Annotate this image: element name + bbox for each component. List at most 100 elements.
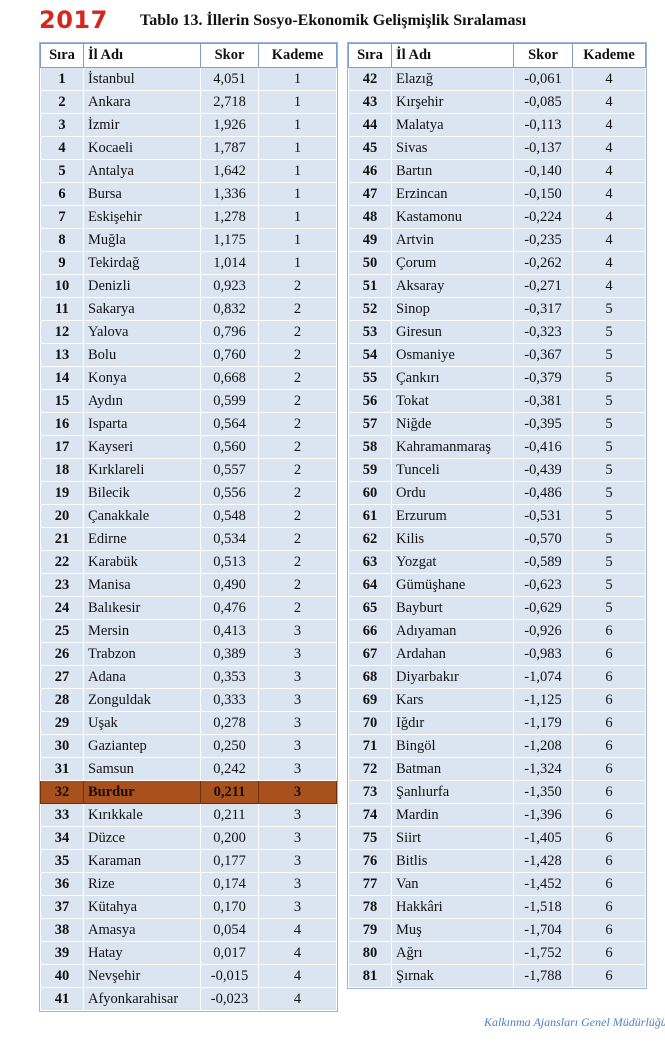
table-row: 36 Rize 0,174 3 [40,872,337,896]
cell-name: Kilis [391,527,514,551]
table-row: 31 Samsun 0,242 3 [40,757,337,781]
cell-score: -0,150 [513,182,573,206]
cell-rank: 44 [348,113,392,137]
cell-level: 2 [258,504,337,528]
cell-rank: 1 [40,67,84,91]
cell-name: Tunceli [391,458,514,482]
cell-rank: 72 [348,757,392,781]
cell-level: 1 [258,90,337,114]
cell-name: Muş [391,918,514,942]
cell-level: 2 [258,458,337,482]
cell-score: -1,452 [513,872,573,896]
table-row: 26 Trabzon 0,389 3 [40,642,337,666]
table-row: 68 Diyarbakır -1,074 6 [348,665,646,689]
cell-name: Malatya [391,113,514,137]
cell-rank: 17 [40,435,84,459]
table-row: 32 Burdur 0,211 3 [40,780,337,804]
cell-rank: 75 [348,826,392,850]
cell-score: 1,014 [200,251,259,275]
cell-level: 5 [572,458,646,482]
cell-level: 2 [258,389,337,413]
cell-name: Kastamonu [391,205,514,229]
cell-score: -0,623 [513,573,573,597]
cell-name: Mersin [83,619,201,643]
cell-score: 1,642 [200,159,259,183]
cell-score: -0,224 [513,205,573,229]
cell-rank: 33 [40,803,84,827]
cell-rank: 60 [348,481,392,505]
cell-rank: 73 [348,780,392,804]
cell-score: 0,017 [200,941,259,965]
table-row: 35 Karaman 0,177 3 [40,849,337,873]
table-row: 72 Batman -1,324 6 [348,757,646,781]
cell-rank: 58 [348,435,392,459]
cell-score: 0,548 [200,504,259,528]
table-row: 23 Manisa 0,490 2 [40,573,337,597]
table-row: 33 Kırıkkale 0,211 3 [40,803,337,827]
cell-score: 0,174 [200,872,259,896]
cell-rank: 34 [40,826,84,850]
cell-rank: 56 [348,389,392,413]
cell-level: 6 [572,918,646,942]
cell-rank: 42 [348,67,392,91]
cell-level: 2 [258,550,337,574]
table-row: 30 Gaziantep 0,250 3 [40,734,337,758]
cell-level: 5 [572,297,646,321]
cell-name: Kırklareli [83,458,201,482]
cell-name: Karabük [83,550,201,574]
cell-name: Kırşehir [391,90,514,114]
cell-score: -0,015 [200,964,259,988]
cell-level: 6 [572,619,646,643]
cell-level: 1 [258,159,337,183]
cell-score: -0,262 [513,251,573,275]
table-row: 51 Aksaray -0,271 4 [348,274,646,298]
cell-rank: 28 [40,688,84,712]
cell-score: -1,324 [513,757,573,781]
cell-name: Tokat [391,389,514,413]
cell-score: -0,395 [513,412,573,436]
cell-level: 6 [572,872,646,896]
table-row: 19 Bilecik 0,556 2 [40,481,337,505]
table-row: 40 Nevşehir -0,015 4 [40,964,337,988]
table-row: 6 Bursa 1,336 1 [40,182,337,206]
table-row: 24 Balıkesir 0,476 2 [40,596,337,620]
cell-name: Bilecik [83,481,201,505]
cell-score: 0,557 [200,458,259,482]
cell-score: -0,061 [513,67,573,91]
cell-rank: 15 [40,389,84,413]
table-row: 80 Ağrı -1,752 6 [348,941,646,965]
cell-level: 2 [258,297,337,321]
cell-score: 0,490 [200,573,259,597]
cell-name: Elazığ [391,67,514,91]
table-row: 52 Sinop -0,317 5 [348,297,646,321]
cell-level: 2 [258,274,337,298]
ranking-table: Sıra İl Adı Skor Kademe 42 Elazığ -0,061 4 43 Kır… [347,42,647,989]
cell-name: Kars [391,688,514,712]
cell-name: Çorum [391,251,514,275]
table-row: 75 Siirt -1,405 6 [348,826,646,850]
cell-name: Şanlıurfa [391,780,514,804]
cell-score: 0,211 [200,803,259,827]
cell-level: 5 [572,573,646,597]
cell-score: 0,211 [200,780,259,804]
cell-level: 2 [258,596,337,620]
cell-score: 0,599 [200,389,259,413]
cell-name: Gaziantep [83,734,201,758]
table-row: 44 Malatya -0,113 4 [348,113,646,137]
cell-score: 0,413 [200,619,259,643]
cell-score: -0,416 [513,435,573,459]
cell-name: İzmir [83,113,201,137]
cell-name: Manisa [83,573,201,597]
title: Tablo 13. İllerin Sosyo-Ekonomik Gelişmi… [140,12,527,29]
cell-rank: 24 [40,596,84,620]
cell-rank: 76 [348,849,392,873]
cell-score: -0,379 [513,366,573,390]
cell-name: Yozgat [391,550,514,574]
cell-name: Iğdır [391,711,514,735]
cell-name: Yalova [83,320,201,344]
cell-level: 3 [258,803,337,827]
cell-level: 1 [258,113,337,137]
table-row: 1 İstanbul 4,051 1 [40,67,337,91]
table-row: 2 Ankara 2,718 1 [40,90,337,114]
cell-level: 3 [258,849,337,873]
